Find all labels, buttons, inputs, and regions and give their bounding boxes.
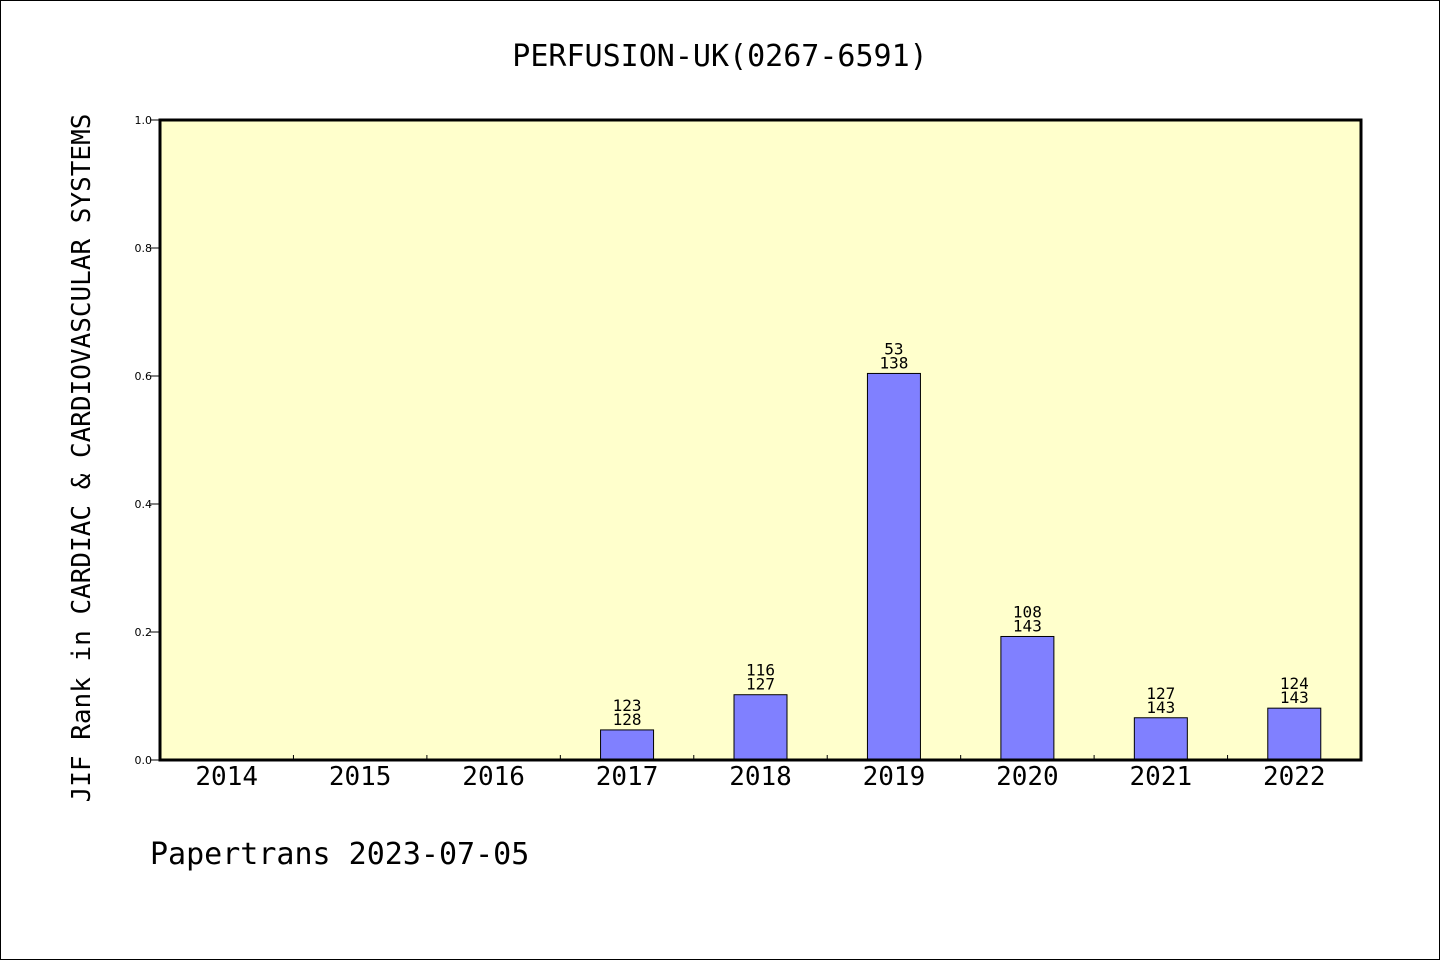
y-axis: 0.0 0.2 0.4 0.6 0.8 1.0 (135, 114, 160, 767)
bar-rank-label: 123 (613, 696, 642, 715)
x-tick-label: 2019 (863, 762, 926, 792)
x-tick-label: 2018 (729, 762, 792, 792)
bar-rank-label: 53 (884, 339, 903, 358)
bar-2019 (866, 372, 921, 761)
bar-rank-label: 108 (1013, 602, 1042, 621)
bar-2022 (1267, 707, 1322, 761)
bar-rank-label: 124 (1280, 674, 1309, 693)
y-tick-label: 0.0 (135, 754, 153, 767)
x-tick-label: 2014 (195, 762, 258, 792)
x-tick-label: 2020 (996, 762, 1059, 792)
x-tick-label: 2021 (1130, 762, 1193, 792)
x-tick-label: 2017 (596, 762, 659, 792)
y-axis-label: JIF Rank in CARDIAC & CARDIOVASCULAR SYS… (67, 114, 97, 803)
chart-title: PERFUSION-UK(0267-6591) (512, 39, 927, 74)
y-tick-label: 0.4 (135, 498, 153, 511)
y-tick-label: 0.2 (135, 626, 153, 639)
y-tick-label: 0.8 (135, 242, 153, 255)
plot-border (158, 118, 1363, 762)
x-tick-label: 2015 (329, 762, 392, 792)
y-tick-label: 1.0 (135, 114, 153, 127)
bar-total-label: 138 (879, 353, 908, 372)
bar-rank-label: 116 (746, 661, 775, 680)
bar-2020 (1000, 635, 1055, 761)
bar-total-label: 143 (1146, 698, 1175, 717)
bar-2021 (1133, 717, 1188, 761)
bar-total-label: 127 (746, 675, 775, 694)
x-tick-label: 2016 (462, 762, 525, 792)
bar-total-label: 143 (1013, 616, 1042, 635)
x-axis: 2014 2015 2016 2017 2018 2019 2020 2021 2022 (195, 755, 1326, 792)
bar-2017 (600, 729, 655, 761)
bars-group (600, 372, 1322, 761)
x-tick-label: 2022 (1263, 762, 1326, 792)
y-tick-label: 0.6 (135, 370, 153, 383)
bar-2018 (733, 694, 788, 761)
bar-total-label: 128 (613, 710, 642, 729)
plot-area (160, 120, 1361, 760)
bar-total-label: 143 (1280, 688, 1309, 707)
footer-text: Papertrans 2023-07-05 (150, 837, 529, 872)
bar-rank-label: 127 (1146, 684, 1175, 703)
